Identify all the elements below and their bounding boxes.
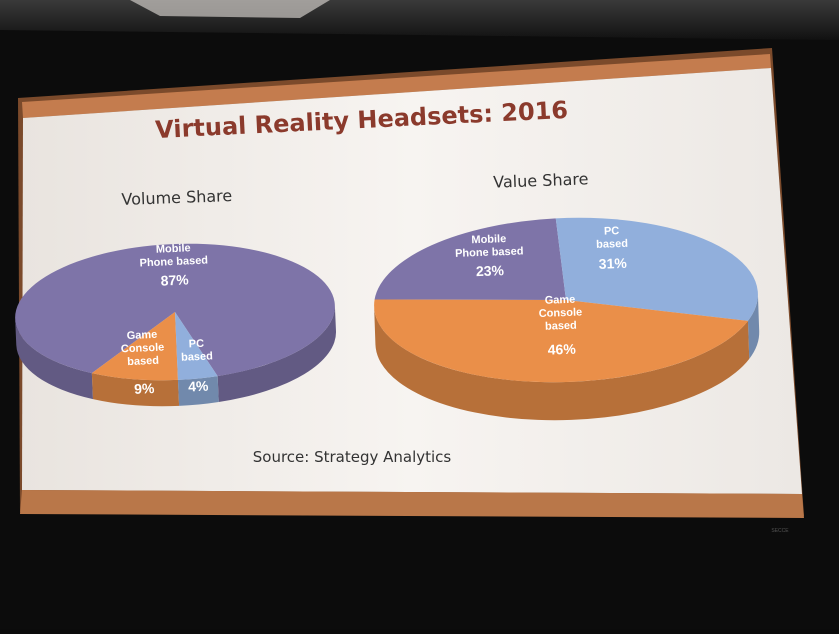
value-value-label: 46% xyxy=(547,341,576,358)
volume-side-mobile xyxy=(15,318,93,400)
value-side-game xyxy=(374,306,750,421)
value-share-title: Value Share xyxy=(493,169,589,191)
value-label-line: based xyxy=(596,238,628,251)
slide-footer-band xyxy=(20,490,804,518)
value-value-label: 23% xyxy=(476,262,505,279)
volume-slice-game-console-based xyxy=(91,312,178,381)
value-slice-pc-based xyxy=(555,217,758,321)
volume-value-label: 9% xyxy=(134,380,155,397)
volume-label-line: based xyxy=(181,350,213,363)
value-label-line: Console xyxy=(539,306,583,320)
volume-side-mobile xyxy=(217,305,336,403)
volume-label-line: Phone based xyxy=(139,255,208,270)
value-slice-game-console-based xyxy=(374,299,748,383)
value-label-line: Game xyxy=(545,294,576,307)
volume-slice-pc-based xyxy=(175,312,218,380)
value-slice-mobile-phone-based xyxy=(374,218,566,300)
value-side-pc xyxy=(747,293,760,359)
corner-mark: SECCE xyxy=(771,528,789,534)
value-label-line: based xyxy=(545,320,577,333)
volume-label-line: based xyxy=(127,355,159,368)
volume-label-line: Mobile xyxy=(156,242,191,256)
value-value-label: 31% xyxy=(598,255,627,272)
volume-side-pc xyxy=(177,376,219,406)
value-label-line: Phone based xyxy=(455,245,524,259)
volume-share-title: Volume Share xyxy=(121,186,232,209)
source-note: Source: Strategy Analytics xyxy=(253,448,452,466)
ceiling-light xyxy=(130,0,330,18)
volume-side-game xyxy=(91,373,180,407)
value-label-line: PC xyxy=(604,225,620,238)
volume-value-label: 4% xyxy=(188,378,209,395)
slide-header-band xyxy=(22,54,771,118)
value-label-line: Mobile xyxy=(471,233,506,246)
volume-label-line: Console xyxy=(121,342,165,356)
volume-slice-mobile-phone-based xyxy=(15,243,335,377)
volume-label-line: Game xyxy=(126,329,157,342)
volume-label-line: PC xyxy=(189,338,205,351)
volume-value-label: 87% xyxy=(160,271,189,288)
